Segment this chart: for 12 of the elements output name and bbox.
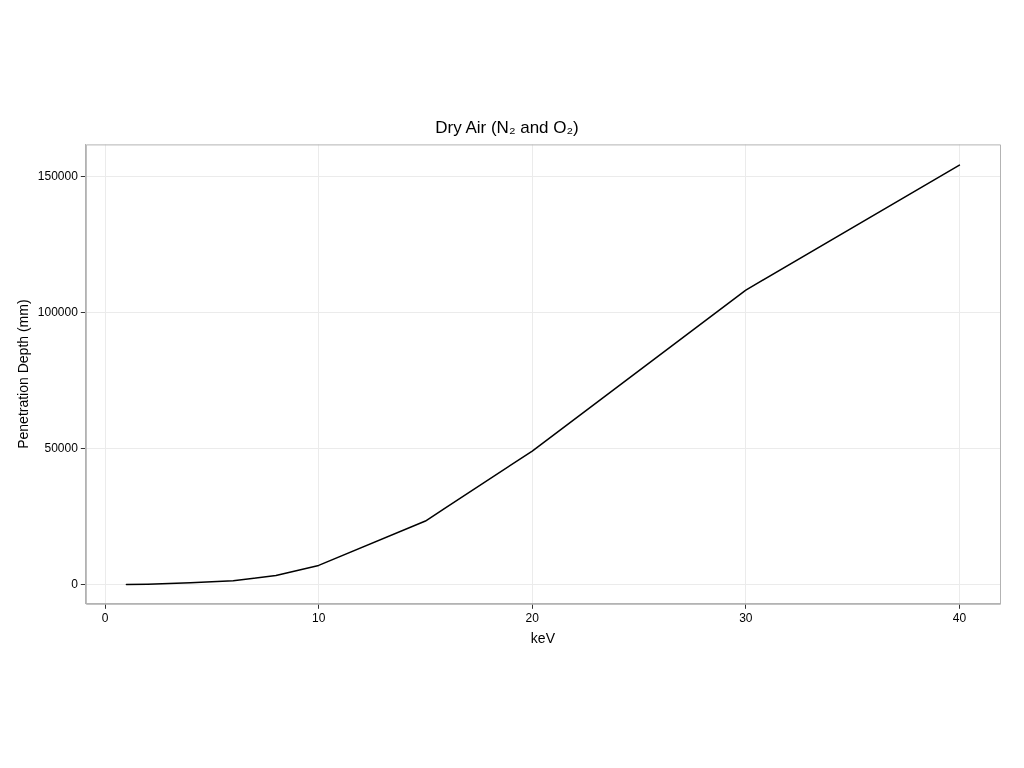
y-tick-label: 0 (71, 577, 79, 592)
x-tick-label: 30 (739, 611, 753, 626)
y-tick-label: 50000 (44, 440, 79, 455)
y-tick-label: 100000 (37, 304, 79, 319)
chart-title: Dry Air (N₂ and O₂) (435, 117, 579, 137)
x-tick-label: 40 (952, 611, 967, 626)
x-tick-label: 20 (525, 611, 540, 626)
x-axis-title: keV (530, 630, 556, 647)
y-axis-title: Penetration Depth (mm) (15, 299, 32, 449)
x-tick-label: 0 (101, 611, 109, 626)
y-tick-label: 150000 (37, 168, 79, 183)
x-tick-label: 10 (311, 611, 326, 626)
